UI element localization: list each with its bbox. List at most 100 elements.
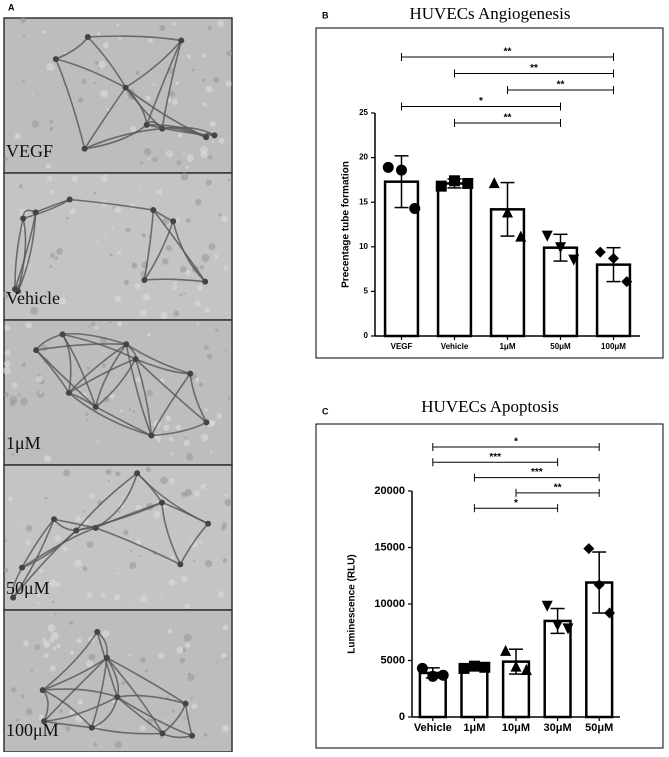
significance-label: ** [530, 63, 538, 74]
cell-speck [193, 560, 196, 563]
cell-speck [172, 98, 179, 106]
cell-node [177, 561, 184, 568]
cell-speck [18, 184, 23, 189]
cell-speck [86, 592, 93, 598]
cell-speck [123, 529, 129, 536]
cell-speck [14, 133, 21, 140]
data-point [594, 246, 606, 258]
data-point [427, 670, 439, 682]
cell-node [59, 331, 66, 338]
cell-speck [135, 376, 142, 383]
cell-speck [106, 108, 110, 111]
cell-speck [19, 208, 28, 217]
cell-node [148, 432, 155, 439]
cell-speck [167, 628, 173, 634]
cell-speck [156, 189, 163, 196]
tube [116, 696, 193, 737]
cell-speck [160, 476, 168, 484]
tube [55, 58, 86, 149]
cell-speck [2, 366, 11, 375]
tube [17, 212, 37, 292]
cell-speck [103, 42, 110, 49]
micrograph: 1μM [2, 319, 233, 466]
cell-speck [138, 188, 141, 191]
data-point [449, 175, 460, 187]
cell-speck [97, 66, 100, 69]
image-label: 100μM [6, 720, 59, 740]
cell-node [65, 389, 72, 396]
cell-speck [147, 158, 150, 161]
cell-speck [114, 295, 122, 303]
cell-speck [32, 729, 41, 737]
cell-speck [179, 265, 187, 273]
cell-node [19, 564, 26, 571]
cell-speck [163, 718, 167, 722]
cell-speck [148, 37, 154, 43]
tube [35, 349, 97, 408]
cell-speck [47, 624, 56, 632]
cell-speck [46, 63, 55, 72]
y-tick-label: 0 [399, 711, 405, 723]
cell-speck [125, 227, 131, 233]
tube [96, 631, 119, 698]
cell-speck [117, 321, 123, 327]
cell-speck [42, 29, 47, 34]
micrograph: Vehicle [2, 172, 233, 321]
cell-speck [66, 217, 69, 220]
tube [135, 358, 207, 424]
cell-speck [186, 453, 194, 461]
cell-speck [214, 254, 219, 259]
cell-speck [204, 408, 209, 412]
cell-speck [161, 257, 169, 265]
cell-speck [101, 630, 110, 638]
cell-speck [153, 511, 161, 519]
tube [76, 501, 163, 532]
data-point [437, 669, 449, 681]
cell-speck [209, 121, 216, 127]
cell-speck [217, 591, 225, 598]
cell-node [41, 718, 48, 725]
cell-speck [36, 601, 40, 605]
bar [436, 182, 473, 338]
cell-speck [21, 79, 25, 83]
cell-speck [185, 269, 191, 276]
cell-node [20, 215, 27, 222]
cell-speck [115, 473, 119, 477]
cell-speck [216, 413, 223, 419]
cell-node [32, 209, 39, 216]
cell-speck [114, 741, 122, 749]
cell-node [92, 403, 99, 410]
tube [91, 657, 108, 728]
cell-node [203, 419, 210, 426]
data-point [593, 579, 605, 591]
cell-speck [206, 353, 213, 360]
cell-speck [17, 521, 20, 524]
cell-speck [50, 253, 55, 258]
cell-speck [38, 714, 44, 720]
panel-label: C [322, 406, 329, 416]
cell-speck [59, 297, 67, 305]
chart-title: HUVECs Apoptosis [421, 397, 558, 416]
cell-speck [221, 215, 228, 223]
cell-speck [109, 253, 113, 257]
data-point [468, 660, 480, 672]
cell-speck [86, 541, 94, 548]
significance-bracket: *** [432, 452, 559, 467]
cell-speck [199, 264, 205, 270]
tube [61, 333, 97, 408]
cell-speck [168, 90, 176, 97]
y-axis-label: Precentage tube formation [341, 161, 352, 288]
cell-speck [195, 199, 202, 206]
cell-speck [146, 389, 153, 397]
cell-speck [21, 694, 25, 699]
cell-speck [102, 350, 105, 354]
cell-speck [173, 281, 177, 285]
cell-speck [227, 396, 231, 400]
tube [125, 87, 148, 125]
cell-speck [204, 560, 213, 568]
cell-speck [31, 92, 34, 95]
cell-speck [218, 137, 225, 144]
cell-speck [4, 539, 8, 542]
cell-speck [69, 208, 76, 215]
